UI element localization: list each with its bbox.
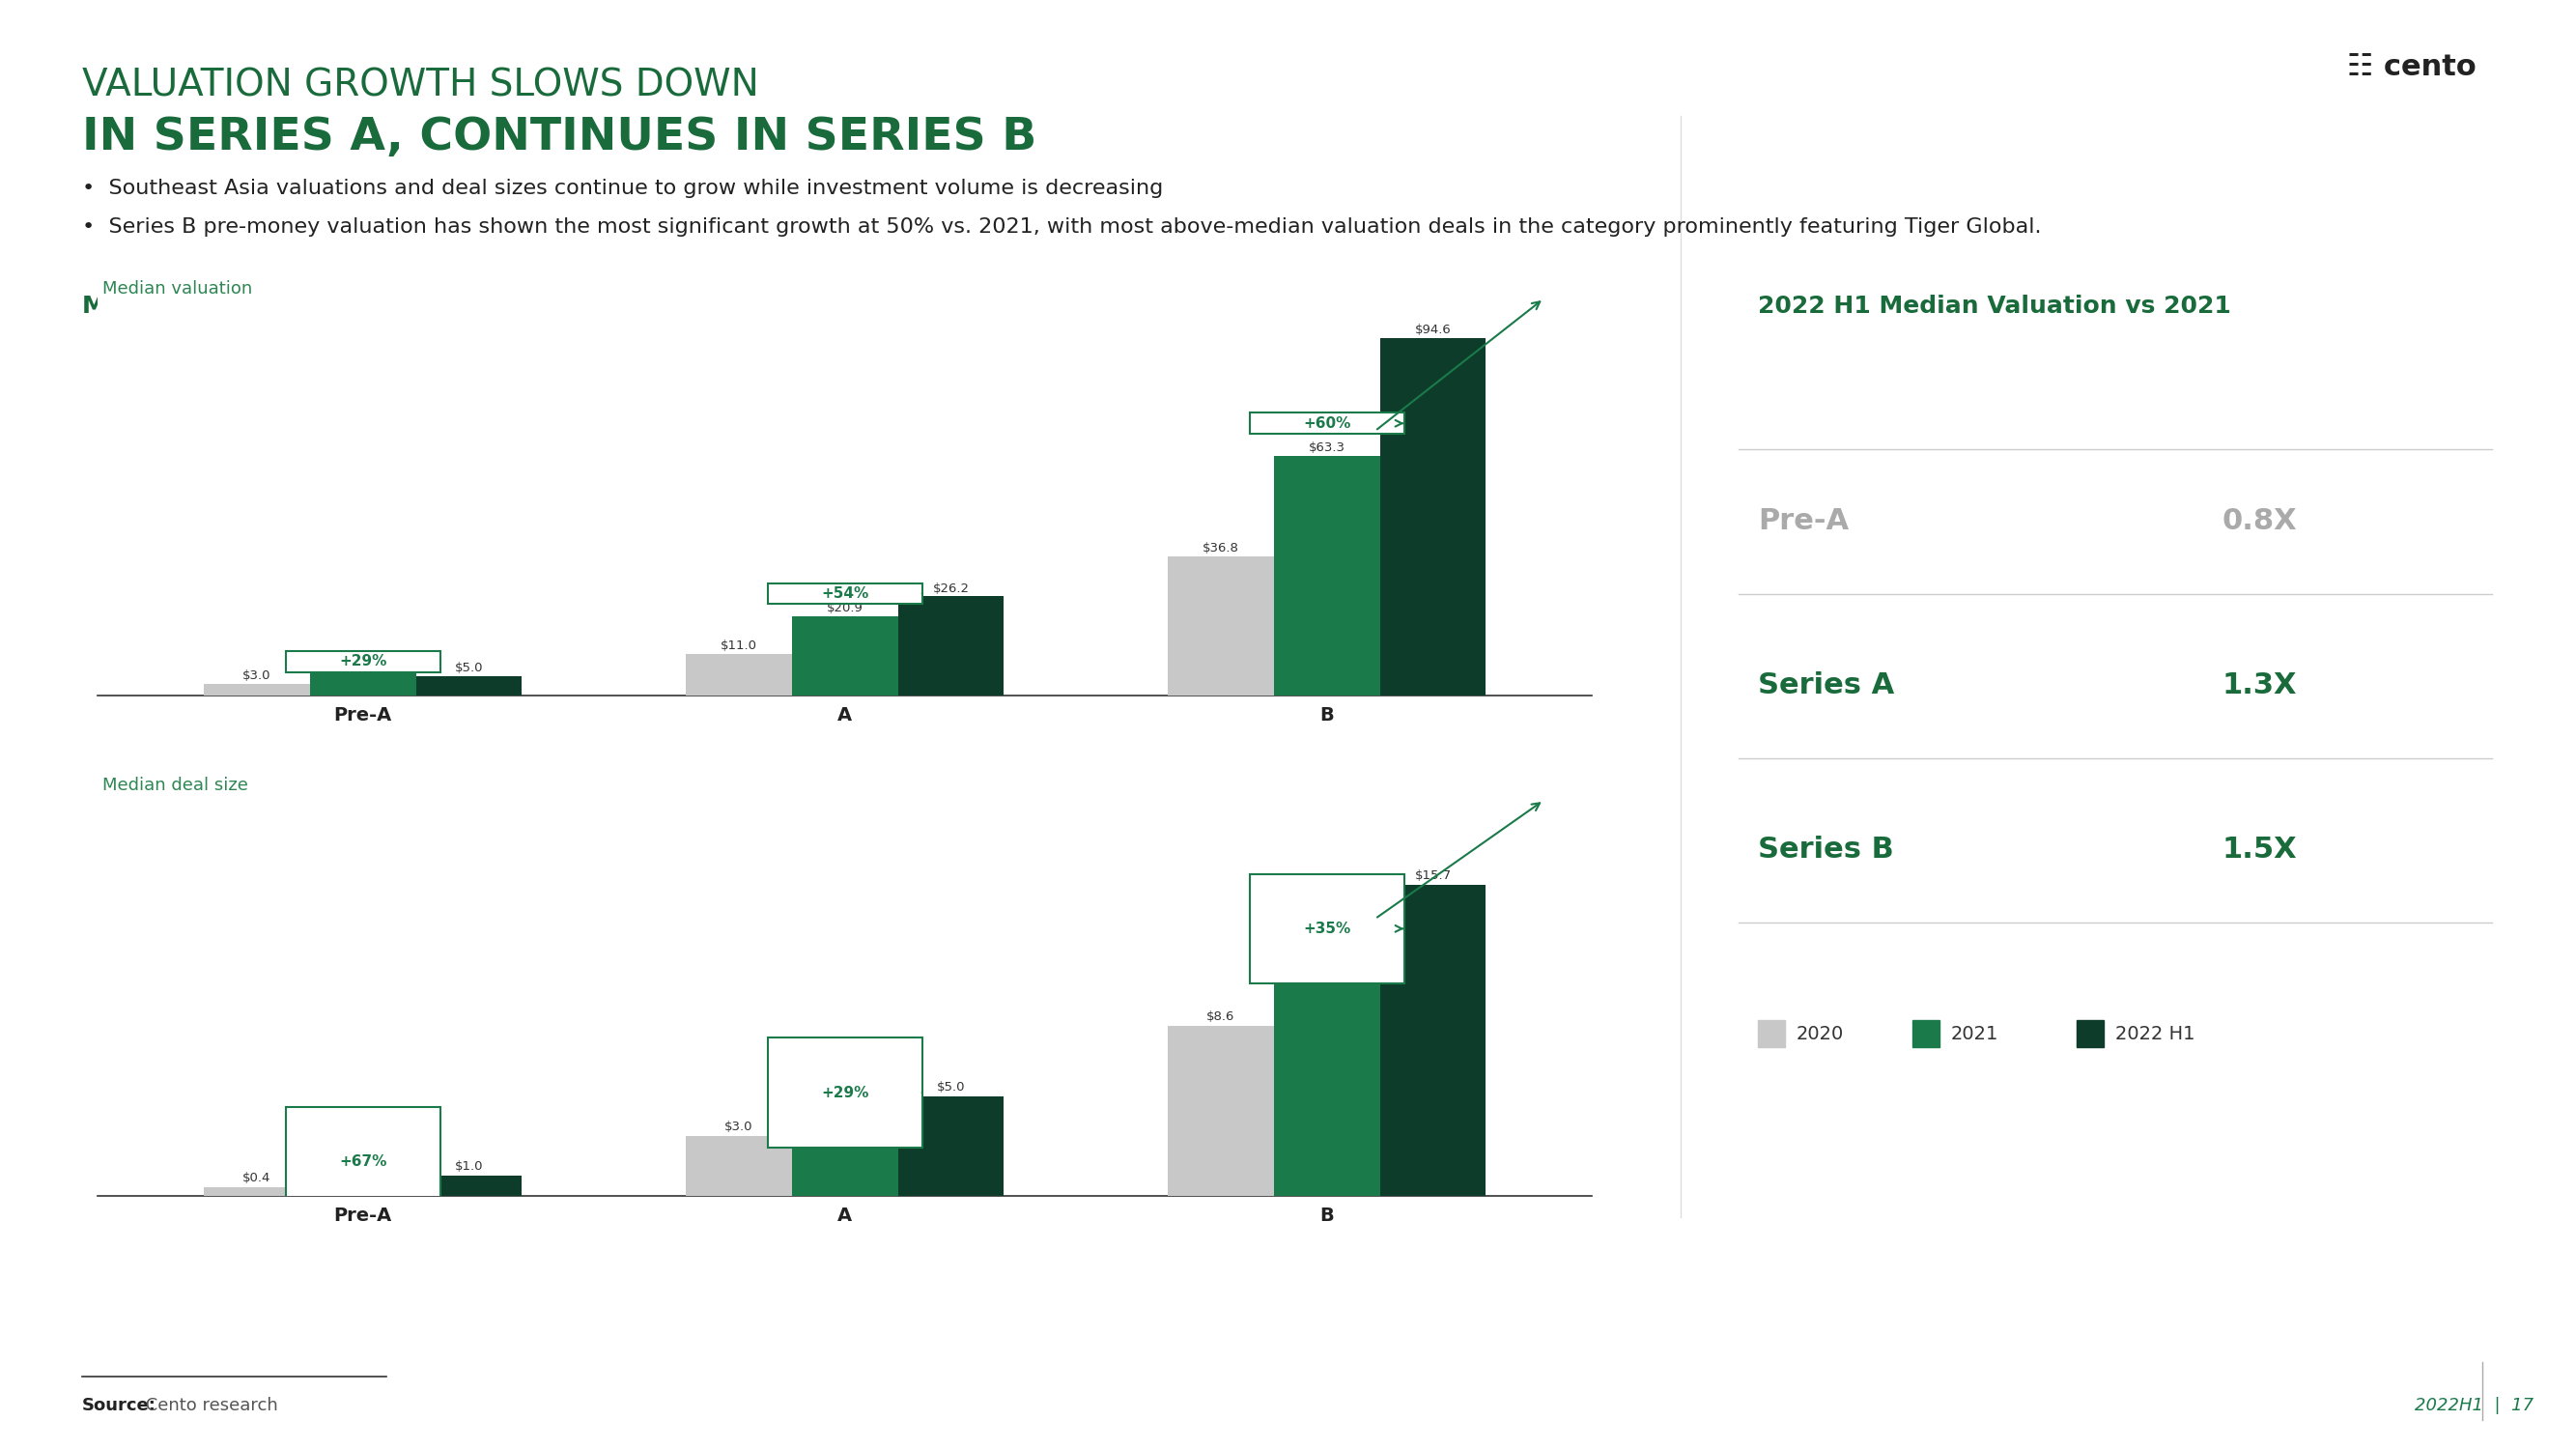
Bar <box>791 1107 899 1195</box>
FancyBboxPatch shape <box>1249 874 1404 984</box>
Text: +35%: +35% <box>1303 922 1350 936</box>
Text: $4.5: $4.5 <box>829 1091 860 1104</box>
Bar <box>685 1136 791 1195</box>
Bar <box>415 677 523 696</box>
Text: $36.8: $36.8 <box>1203 542 1239 555</box>
Text: $6.2: $6.2 <box>348 658 376 671</box>
Bar <box>791 616 899 696</box>
Bar <box>1381 338 1486 696</box>
Text: $5.0: $5.0 <box>938 1081 966 1094</box>
Text: $0.4: $0.4 <box>242 1172 270 1185</box>
Text: +67%: +67% <box>340 1155 386 1169</box>
Text: $94.6: $94.6 <box>1414 323 1450 336</box>
Text: Series A: Series A <box>1757 672 1893 700</box>
Text: Median pre-money valuation and deal size by stage, $ M, and CAGR, %: Median pre-money valuation and deal size… <box>82 294 1048 317</box>
Bar <box>1275 456 1381 696</box>
Bar <box>2076 1020 2105 1048</box>
Bar <box>1757 1020 1785 1048</box>
Text: 2022 H1 Median Valuation vs 2021: 2022 H1 Median Valuation vs 2021 <box>1757 294 2231 317</box>
Text: 1.5X: 1.5X <box>2221 836 2295 864</box>
Text: Pre-A: Pre-A <box>1757 507 1850 536</box>
Text: +29%: +29% <box>340 655 386 669</box>
Text: Source:: Source: <box>82 1397 157 1414</box>
Text: $26.2: $26.2 <box>933 582 969 594</box>
Text: $11.0: $11.0 <box>721 639 757 652</box>
Text: $5.0: $5.0 <box>456 662 484 675</box>
Bar <box>899 1097 1005 1195</box>
Text: $1.0: $1.0 <box>456 1161 484 1172</box>
Text: •  Southeast Asia valuations and deal sizes continue to grow while investment vo: • Southeast Asia valuations and deal siz… <box>82 178 1164 199</box>
Text: Cento research: Cento research <box>139 1397 278 1414</box>
Bar <box>204 684 309 696</box>
Text: +29%: +29% <box>822 1085 868 1100</box>
Bar <box>899 597 1005 696</box>
Text: +60%: +60% <box>1303 416 1350 430</box>
FancyBboxPatch shape <box>768 582 922 604</box>
FancyBboxPatch shape <box>768 1037 922 1148</box>
Text: 1.3X: 1.3X <box>2221 672 2295 700</box>
Text: 2022H1  |  17: 2022H1 | 17 <box>2414 1397 2535 1414</box>
Text: $63.3: $63.3 <box>1309 442 1345 455</box>
Bar <box>1911 1020 1940 1048</box>
Bar <box>1167 556 1275 696</box>
FancyBboxPatch shape <box>1249 413 1404 433</box>
Text: ☷ cento: ☷ cento <box>2347 54 2476 81</box>
Text: $1.0: $1.0 <box>348 1161 376 1172</box>
Text: •  Series B pre-money valuation has shown the most significant growth at 50% vs.: • Series B pre-money valuation has shown… <box>82 217 2040 236</box>
Text: 2020: 2020 <box>1795 1024 1844 1043</box>
Text: 2021: 2021 <box>1950 1024 1999 1043</box>
Bar <box>309 1175 415 1195</box>
Text: $14.8: $14.8 <box>1309 887 1345 900</box>
Bar <box>1381 885 1486 1195</box>
Text: Series B: Series B <box>1757 836 1893 864</box>
Text: $3.0: $3.0 <box>242 669 270 682</box>
Bar <box>309 672 415 696</box>
Text: $15.7: $15.7 <box>1414 869 1450 882</box>
Bar <box>415 1175 523 1195</box>
Text: 0.8X: 0.8X <box>2221 507 2295 536</box>
Text: $3.0: $3.0 <box>724 1120 752 1133</box>
Text: +54%: +54% <box>822 587 868 601</box>
Text: 2022 H1: 2022 H1 <box>2115 1024 2195 1043</box>
Text: Median deal size: Median deal size <box>103 777 247 794</box>
Bar <box>685 653 791 696</box>
Text: IN SERIES A, CONTINUES IN SERIES B: IN SERIES A, CONTINUES IN SERIES B <box>82 116 1036 159</box>
Text: $20.9: $20.9 <box>827 603 863 614</box>
FancyBboxPatch shape <box>286 1107 440 1217</box>
Text: VALUATION GROWTH SLOWS DOWN: VALUATION GROWTH SLOWS DOWN <box>82 68 760 104</box>
Text: Median valuation: Median valuation <box>103 280 252 297</box>
Text: $8.6: $8.6 <box>1206 1010 1234 1023</box>
FancyBboxPatch shape <box>286 651 440 672</box>
Bar <box>1167 1026 1275 1195</box>
Bar <box>1275 903 1381 1195</box>
Bar <box>204 1188 309 1195</box>
